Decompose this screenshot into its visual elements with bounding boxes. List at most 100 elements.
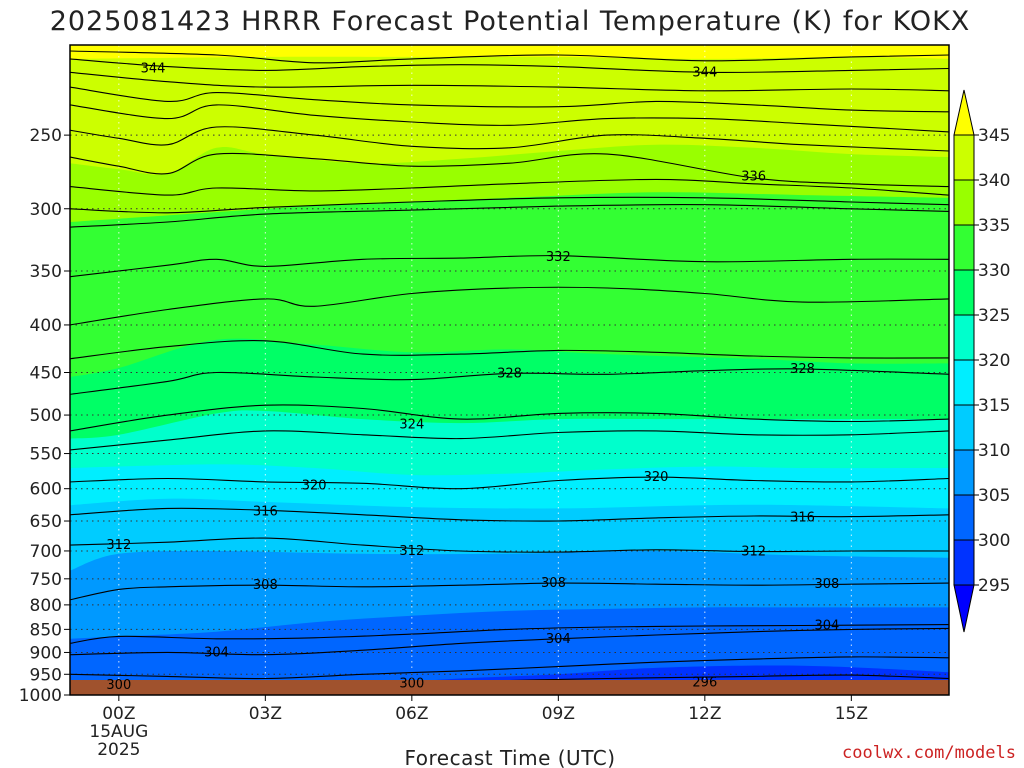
x-axis-label: Forecast Time (UTC) [404, 746, 615, 768]
colorbar-label-310: 310 [978, 441, 1010, 461]
contour-label-312: 312 [741, 545, 766, 560]
y-tick-label-550: 550 [30, 445, 62, 465]
colorbar-label-300: 300 [978, 531, 1010, 551]
y-tick-label-950: 950 [30, 665, 62, 685]
y-tick-label-1000: 1000 [19, 686, 62, 706]
colorbar-label-320: 320 [978, 351, 1010, 371]
contour-line-11 [70, 286, 949, 326]
x-tick-label-00Z: 00Z [102, 704, 135, 724]
colorbar-label-295: 295 [978, 576, 1010, 596]
contour-labels: 344 344 336 332 328 328 324 320 320 316 316 312 312 3… [106, 62, 839, 693]
y-tick-label-700: 700 [30, 542, 62, 562]
colorbar-label-340: 340 [978, 171, 1010, 191]
colorbar-box-340-345 [953, 134, 975, 181]
contour-label-304: 304 [204, 645, 229, 660]
contour-line-1 [70, 58, 949, 74]
colorbar-label-325: 325 [978, 306, 1010, 326]
x-tick-label-06Z: 06Z [395, 704, 428, 724]
colorbar: 345 340 335 330 325 320 315 310 305 300 295 [953, 89, 1010, 633]
colorbar-box-335-340 [953, 179, 975, 226]
contour-line-7 [70, 178, 949, 196]
x-tick-sublabel-15AUG: 15AUG [89, 722, 148, 742]
contour-label-304: 304 [546, 632, 571, 647]
contour-label-320: 320 [644, 470, 669, 485]
contour-line-18 [70, 537, 949, 553]
plot-area [70, 45, 949, 695]
contour-line-14 [70, 404, 949, 432]
colorbar-box-300-305 [953, 494, 975, 541]
contour-label-312: 312 [399, 544, 424, 559]
contour-line-10 [70, 255, 949, 278]
contour-line-20 [70, 624, 949, 644]
y-tick-label-400: 400 [30, 316, 62, 336]
contour-line-4 [70, 104, 949, 133]
grid-lines [70, 45, 949, 695]
y-tick-label-750: 750 [30, 570, 62, 590]
y-tick-label-900: 900 [30, 643, 62, 663]
contour-line-21 [70, 627, 949, 656]
contour-label-312: 312 [106, 538, 131, 553]
contour-line-17 [70, 507, 949, 522]
plot-frame [69, 44, 950, 696]
contour-label-328: 328 [790, 362, 815, 377]
contour-label-336: 336 [741, 170, 766, 185]
y-tick-label-500: 500 [30, 406, 62, 426]
x-tick-label-12Z: 12Z [688, 704, 721, 724]
colorbar-box-295-300 [953, 539, 975, 586]
contour-label-332: 332 [546, 250, 571, 265]
contour-line-22 [70, 656, 949, 680]
contour-line-13 [70, 368, 949, 395]
y-tick-label-800: 800 [30, 596, 62, 616]
colorbar-label-330: 330 [978, 261, 1010, 281]
contour-line-8 [70, 196, 949, 214]
contour-label-316: 316 [790, 510, 815, 525]
contour-line-5 [70, 126, 949, 152]
contour-label-308: 308 [815, 577, 840, 592]
y-tick-label-350: 350 [30, 262, 62, 282]
x-tick-label-09Z: 09Z [542, 704, 575, 724]
y-tick-label-300: 300 [30, 200, 62, 220]
contour-line-9 [70, 204, 949, 228]
contour-label-344: 344 [141, 62, 166, 77]
colorbar-label-305: 305 [978, 486, 1010, 506]
ground-surface [70, 680, 949, 695]
colorbar-box-310-315 [953, 404, 975, 451]
contour-line-16 [70, 476, 949, 490]
y-tick-label-450: 450 [30, 364, 62, 384]
contour-line-3 [70, 86, 949, 113]
contour-line-2 [70, 71, 949, 92]
contour-label-324: 324 [399, 418, 424, 433]
colorbar-box-320-325 [953, 314, 975, 361]
contour-line-19 [70, 582, 949, 601]
chart-title: 2025081423 HRRR Forecast Potential Tempe… [50, 6, 971, 37]
contour-line-15 [70, 430, 949, 451]
x-tick-label-15Z: 15Z [835, 704, 868, 724]
colorbar-box-305-310 [953, 449, 975, 496]
contour-line-12 [70, 340, 949, 360]
colorbar-arrow-top [953, 89, 975, 136]
temperature-fill-bands [70, 45, 949, 695]
contour-line-6 [70, 152, 949, 188]
contour-label-320: 320 [302, 478, 327, 493]
colorbar-arrow-bottom [953, 584, 975, 633]
contour-label-316: 316 [253, 505, 278, 520]
contour-label-296: 296 [692, 676, 717, 691]
contour-line-0 [70, 50, 949, 64]
contour-label-308: 308 [541, 576, 566, 591]
colorbar-box-330-335 [953, 224, 975, 271]
x-tick-sublabel-2025: 2025 [97, 740, 140, 760]
contour-label-308: 308 [253, 578, 278, 593]
colorbar-box-325-330 [953, 269, 975, 316]
y-axis-ticks: 250 300 350 400 450 500 550 600 650 700 750 800 850 9… [19, 126, 70, 706]
y-tick-label-600: 600 [30, 480, 62, 500]
y-tick-label-650: 650 [30, 512, 62, 532]
credit-text: coolwx.com/models [842, 743, 1016, 763]
colorbar-box-315-320 [953, 359, 975, 406]
contour-label-300: 300 [399, 677, 424, 692]
x-tick-label-03Z: 03Z [249, 704, 282, 724]
contour-label-344: 344 [692, 65, 717, 80]
colorbar-label-335: 335 [978, 216, 1010, 236]
colorbar-label-345: 345 [978, 126, 1010, 146]
contour-label-304: 304 [815, 619, 840, 634]
